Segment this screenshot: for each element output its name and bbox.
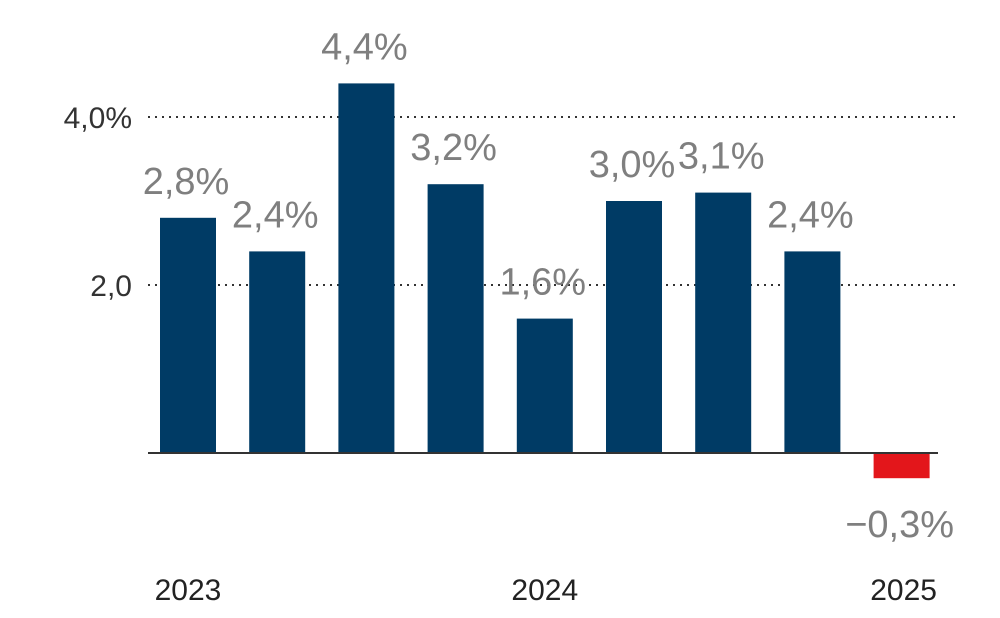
bar [873,453,930,479]
bar [516,318,573,453]
x-year-label: 2024 [511,574,578,607]
data-label: 2,8% [143,161,230,203]
data-label: 3,0% [589,144,676,186]
data-label: −0,3% [845,504,954,546]
bar [695,192,752,453]
data-label: 4,4% [321,26,408,68]
x-axis-year-labels: 2023 2024 2025 [155,574,937,607]
y-tick-label: 4,0% [64,102,132,135]
data-label: 3,1% [678,136,765,178]
y-tick-label: 2,0 [90,270,132,303]
data-label: 2,4% [767,194,854,236]
bar [338,83,395,454]
x-year-label: 2023 [155,574,222,607]
data-labels: 2,8%2,4%4,4%3,2%1,6%3,0% 3,1%2,4%−0,3% [143,26,954,546]
bar [249,251,306,453]
data-label: 2,4% [232,194,319,236]
bar [160,217,216,453]
bar [784,251,841,453]
bars [160,83,930,479]
data-label: 1,6% [499,262,586,304]
x-year-label: 2025 [870,574,937,607]
bar [427,184,484,453]
bar [606,201,662,453]
y-axis-ticks: 4,0% 2,0 [64,102,132,303]
data-label: 3,2% [410,127,497,169]
